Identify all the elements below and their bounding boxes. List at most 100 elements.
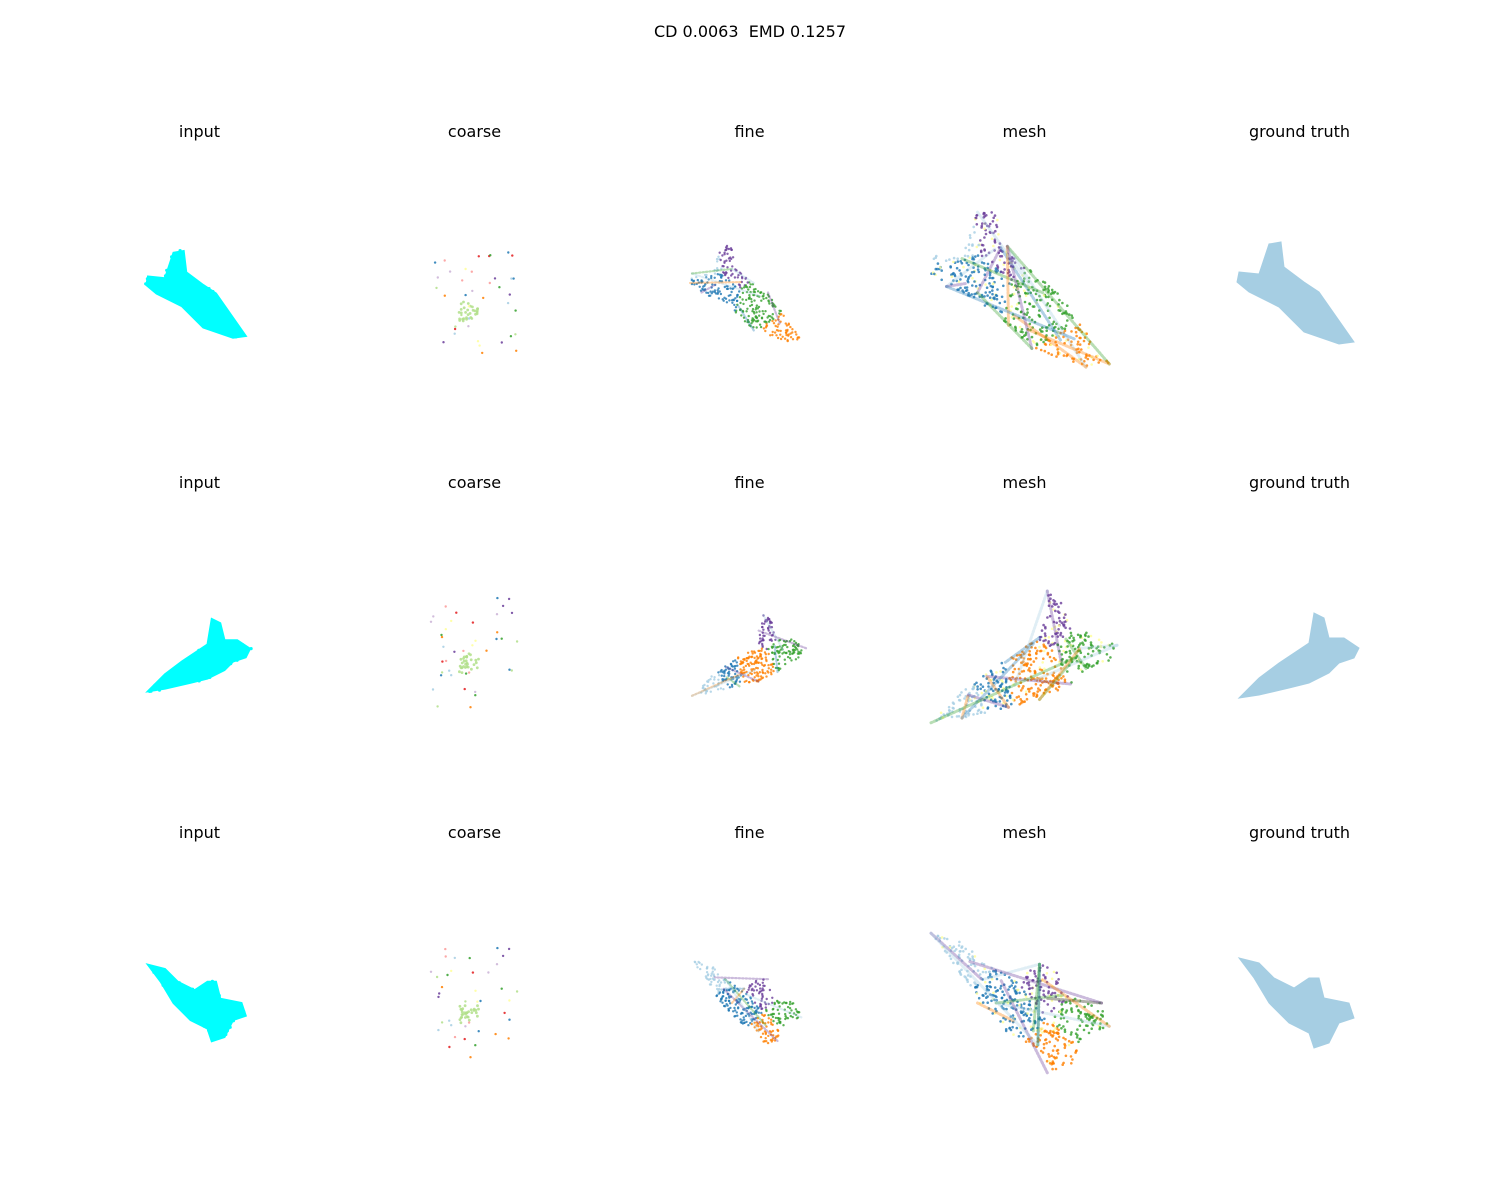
mesh-point — [1018, 653, 1021, 657]
mesh-point — [1050, 292, 1053, 295]
mesh-point — [1082, 1028, 1086, 1032]
mesh-point — [968, 957, 971, 961]
fine-point — [704, 283, 707, 286]
input-point — [180, 292, 184, 296]
mesh-point — [1096, 1010, 1100, 1013]
fine-point — [799, 651, 802, 654]
mesh-point — [1065, 618, 1069, 622]
fine-point — [752, 319, 756, 322]
mesh-point — [971, 284, 974, 287]
fine-point — [722, 978, 726, 981]
coarse-point — [477, 255, 480, 258]
fine-point — [716, 987, 719, 991]
mesh-point — [1003, 694, 1006, 697]
mesh-point — [1002, 686, 1005, 690]
input-point — [193, 661, 197, 665]
fine-point — [786, 1017, 790, 1020]
mesh-point — [1047, 599, 1051, 603]
fine-point — [720, 674, 723, 677]
coarse-point — [444, 628, 447, 631]
mesh-point — [1052, 602, 1056, 605]
fine-point — [757, 1025, 760, 1028]
fine-point — [726, 287, 730, 291]
fine-point — [779, 667, 782, 670]
mesh-point — [1005, 1007, 1008, 1011]
fine-point — [704, 692, 707, 695]
mesh-point — [1029, 675, 1033, 678]
fine-point — [779, 333, 782, 336]
fine-point — [774, 666, 778, 670]
mesh-point — [1056, 352, 1060, 356]
fine-point — [761, 295, 764, 298]
mesh-point — [948, 709, 951, 712]
input-point — [217, 622, 221, 627]
input-point — [164, 674, 169, 678]
fine-point — [707, 278, 710, 281]
fine-point — [732, 1010, 735, 1013]
fine-point — [703, 683, 706, 687]
mesh-point — [957, 715, 961, 718]
mesh-streak — [1038, 646, 1082, 701]
mesh-point — [952, 256, 956, 260]
mesh-point — [999, 670, 1002, 673]
fine-point — [779, 1017, 782, 1020]
input-point — [169, 262, 173, 266]
fine-point — [723, 251, 726, 254]
fine-streak — [725, 675, 741, 688]
mesh-point — [1027, 280, 1031, 283]
mesh-point — [1056, 1038, 1060, 1042]
fine-point — [698, 285, 701, 288]
mesh-point — [1072, 357, 1076, 361]
mesh-point — [1097, 361, 1100, 364]
input-point — [170, 255, 174, 259]
mesh-point — [1066, 995, 1069, 998]
input-point — [197, 996, 201, 1000]
mesh-point — [1046, 1022, 1049, 1026]
mesh-point — [1062, 335, 1065, 339]
mesh-point — [1064, 1011, 1068, 1014]
mesh-point — [1008, 985, 1011, 989]
fine-point — [719, 687, 723, 690]
fine-point — [782, 314, 785, 317]
fine-point — [754, 985, 757, 988]
fine-point — [729, 269, 733, 272]
mesh-point — [1041, 1011, 1044, 1014]
mesh-point — [1036, 1026, 1039, 1030]
fine-point — [794, 330, 797, 334]
fine-point — [777, 329, 780, 332]
input-point — [217, 310, 221, 314]
mesh-point — [959, 973, 963, 976]
mesh-point — [995, 972, 998, 976]
mesh-point — [1006, 689, 1010, 693]
mesh-point — [992, 681, 995, 685]
mesh-point — [985, 987, 989, 990]
fine-point — [781, 1002, 784, 1005]
fine-point — [737, 273, 740, 277]
fine-point — [709, 678, 712, 681]
mesh-point — [1101, 1015, 1104, 1018]
coarse-point — [467, 305, 471, 308]
mesh-point — [999, 310, 1002, 313]
coarse-point — [475, 309, 479, 313]
fine-point — [749, 984, 752, 988]
coarse-point — [464, 662, 467, 666]
coarse-point — [471, 308, 475, 312]
mesh-point — [1050, 1009, 1053, 1013]
mesh-streak — [945, 281, 968, 288]
fine-point — [755, 1024, 758, 1027]
fine-point — [750, 300, 753, 303]
mesh-point — [1038, 1016, 1042, 1019]
fine-point — [786, 339, 789, 343]
input-point — [189, 286, 194, 290]
input-point — [206, 320, 210, 324]
mesh-streak — [980, 962, 1041, 982]
mesh-point — [981, 970, 985, 974]
fine-point — [783, 337, 787, 340]
coarse-point — [474, 658, 478, 662]
mesh-point — [940, 269, 943, 272]
mesh-point — [1042, 989, 1045, 993]
input-point — [212, 1012, 216, 1016]
mesh-point — [956, 961, 960, 964]
input-point — [231, 655, 236, 659]
mesh-point — [1059, 667, 1063, 670]
